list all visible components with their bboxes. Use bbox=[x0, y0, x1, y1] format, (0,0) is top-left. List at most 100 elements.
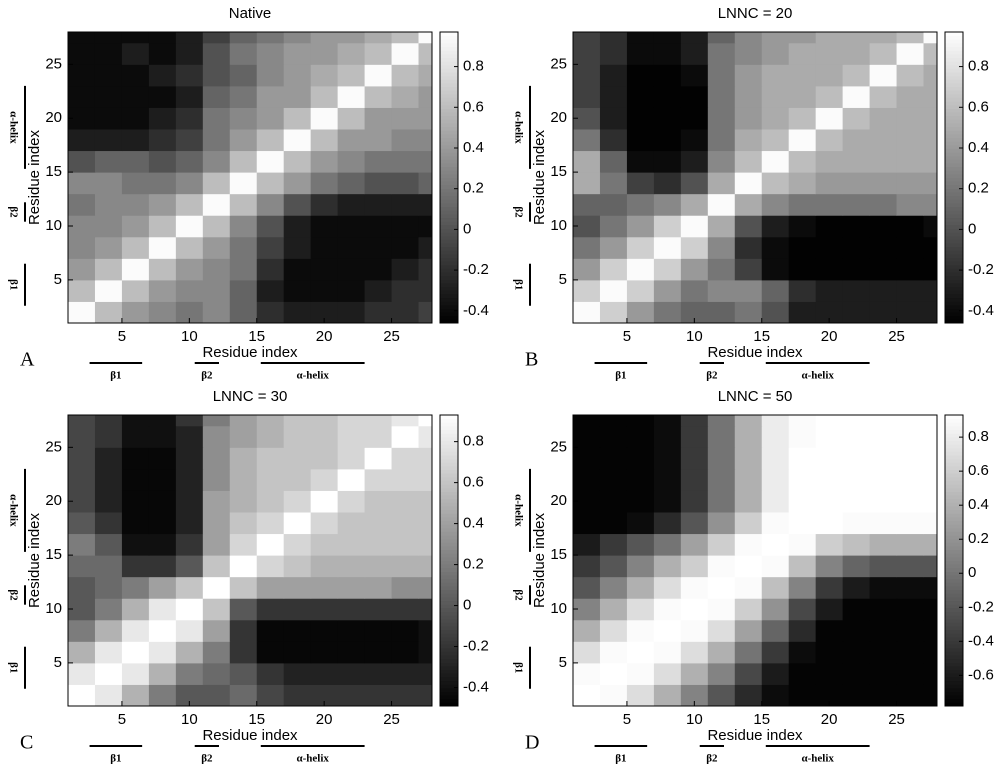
cell bbox=[896, 301, 925, 323]
cell bbox=[626, 172, 655, 195]
cell bbox=[815, 555, 844, 578]
cell bbox=[310, 258, 339, 281]
cell bbox=[229, 598, 258, 621]
cell bbox=[175, 533, 204, 556]
cell bbox=[148, 150, 177, 173]
cell bbox=[391, 193, 420, 216]
cell bbox=[121, 107, 150, 130]
cell bbox=[337, 598, 366, 621]
colorbar-slice bbox=[945, 571, 963, 576]
cell bbox=[761, 215, 790, 238]
colorbar-slice bbox=[945, 312, 963, 317]
cell bbox=[707, 64, 736, 87]
cell bbox=[256, 490, 285, 513]
cell bbox=[761, 619, 790, 642]
cell bbox=[869, 662, 898, 685]
cell bbox=[310, 150, 339, 173]
colorbar-slice bbox=[945, 687, 963, 692]
cell bbox=[896, 107, 925, 130]
cell bbox=[573, 490, 601, 513]
cell bbox=[653, 598, 682, 621]
cell bbox=[707, 32, 736, 44]
cell bbox=[842, 42, 871, 65]
cell bbox=[923, 598, 937, 621]
cell bbox=[761, 415, 790, 427]
cell bbox=[573, 533, 601, 556]
cell bbox=[599, 468, 628, 491]
cell bbox=[923, 512, 937, 535]
cell bbox=[175, 129, 204, 152]
cell bbox=[337, 512, 366, 535]
cell bbox=[869, 425, 898, 448]
cell bbox=[923, 301, 937, 323]
cell bbox=[707, 512, 736, 535]
cell bbox=[121, 236, 150, 259]
colorbar-slice bbox=[945, 589, 963, 594]
cell bbox=[364, 193, 393, 216]
cell bbox=[418, 129, 432, 152]
cell bbox=[148, 555, 177, 578]
cell bbox=[734, 236, 763, 259]
cell bbox=[653, 468, 682, 491]
cell bbox=[680, 447, 709, 470]
colorbar-tick-label: -0.6 bbox=[968, 666, 994, 683]
cell bbox=[707, 598, 736, 621]
cell bbox=[364, 279, 393, 302]
colorbar-slice bbox=[945, 57, 963, 62]
cell bbox=[869, 64, 898, 87]
cell bbox=[202, 468, 231, 491]
cell bbox=[761, 533, 790, 556]
cell bbox=[653, 42, 682, 65]
cell bbox=[364, 172, 393, 195]
cell bbox=[788, 490, 817, 513]
cell bbox=[202, 662, 231, 685]
colorbar-slice bbox=[440, 290, 458, 295]
cell bbox=[599, 129, 628, 152]
cell bbox=[256, 684, 285, 706]
cell bbox=[337, 576, 366, 599]
cell bbox=[391, 555, 420, 578]
colorbar-slice bbox=[440, 469, 458, 474]
cell bbox=[626, 129, 655, 152]
cell bbox=[202, 236, 231, 259]
cell bbox=[148, 258, 177, 281]
x-segment-label: α-helix bbox=[296, 753, 329, 765]
cell bbox=[337, 107, 366, 130]
cell bbox=[337, 150, 366, 173]
cell bbox=[896, 662, 925, 685]
cell bbox=[337, 129, 366, 152]
colorbar-slice bbox=[945, 524, 963, 529]
cell bbox=[761, 512, 790, 535]
cell bbox=[573, 215, 601, 238]
cell bbox=[815, 279, 844, 302]
cell bbox=[573, 512, 601, 535]
cell bbox=[121, 215, 150, 238]
cell bbox=[815, 236, 844, 259]
colorbar-slice bbox=[440, 615, 458, 620]
cell bbox=[626, 619, 655, 642]
cell bbox=[842, 555, 871, 578]
cell bbox=[148, 215, 177, 238]
cell bbox=[256, 32, 285, 44]
colorbar-slice bbox=[945, 458, 963, 463]
x-tick-label: 5 bbox=[118, 328, 126, 345]
cell bbox=[391, 576, 420, 599]
cell bbox=[788, 447, 817, 470]
cell bbox=[310, 415, 339, 427]
plot-frame bbox=[67, 31, 433, 324]
colorbar-slice bbox=[945, 433, 963, 438]
y-segment-label: β1 bbox=[7, 662, 19, 673]
cell bbox=[391, 598, 420, 621]
cell bbox=[869, 598, 898, 621]
cell bbox=[573, 32, 601, 44]
colorbar-slice bbox=[945, 170, 963, 175]
colorbar-slice bbox=[440, 159, 458, 164]
cell bbox=[573, 468, 601, 491]
cell bbox=[121, 619, 150, 642]
colorbar-slice bbox=[440, 79, 458, 84]
cell bbox=[761, 236, 790, 259]
cell bbox=[707, 490, 736, 513]
x-segment-label: β2 bbox=[706, 753, 718, 765]
cell bbox=[869, 576, 898, 599]
colorbar-slice bbox=[945, 250, 963, 255]
